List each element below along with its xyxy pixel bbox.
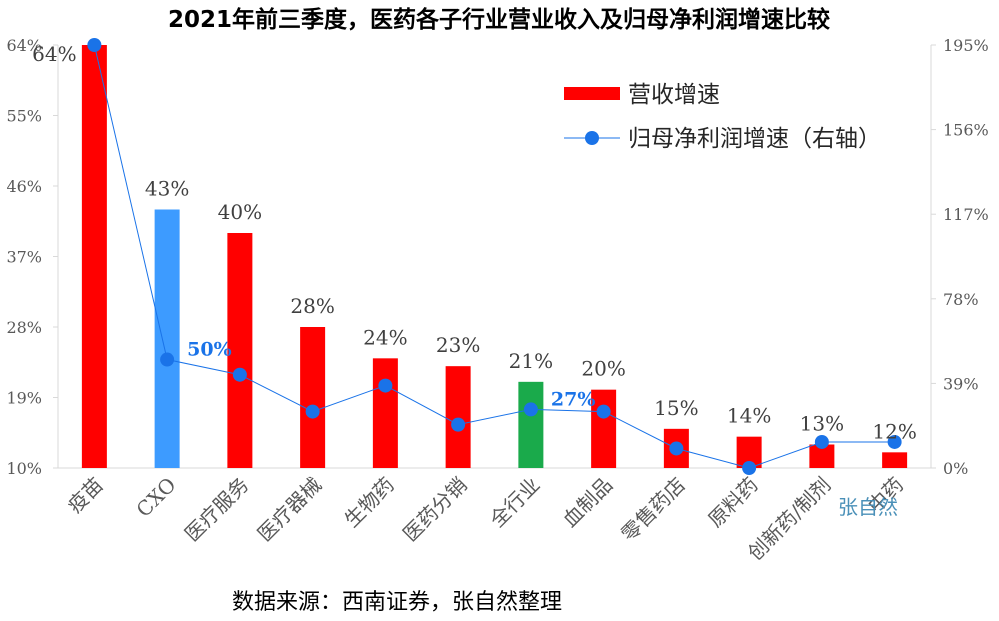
chart-title: 2021年前三季度，医药各子行业营业收入及归母净利润增速比较 bbox=[168, 6, 830, 33]
category-label: 医疗服务 bbox=[180, 473, 254, 547]
bar bbox=[227, 233, 253, 468]
bar bbox=[300, 327, 326, 468]
bar bbox=[445, 366, 471, 468]
data-labels: 64% 43% 40% 28% 24% 23% 21% 20% 15% 14% 13% 12% 50% 2… bbox=[32, 42, 917, 443]
bar bbox=[809, 444, 835, 468]
left-tick-label: 55% bbox=[6, 107, 42, 126]
bar bbox=[518, 381, 544, 468]
left-tick-label: 37% bbox=[6, 248, 42, 267]
bar-data-label: 64% bbox=[32, 42, 76, 66]
line-point bbox=[378, 378, 393, 393]
bar-data-label: 28% bbox=[290, 294, 334, 318]
left-tick-label: 64% bbox=[6, 36, 42, 55]
right-tick-label: 0% bbox=[943, 459, 968, 478]
bar-data-label: 40% bbox=[218, 200, 262, 224]
line-point bbox=[814, 434, 829, 449]
right-tick-label: 156% bbox=[943, 121, 989, 140]
line-point bbox=[596, 404, 611, 419]
bar bbox=[591, 389, 617, 468]
line-data-label: 50% bbox=[187, 339, 232, 361]
category-label: 疫苗 bbox=[63, 473, 108, 518]
bar-data-label: 43% bbox=[145, 177, 189, 201]
category-label: 医药分销 bbox=[398, 473, 472, 547]
line-point bbox=[451, 417, 466, 432]
category-label: 零售药店 bbox=[616, 473, 690, 547]
line-point bbox=[742, 461, 757, 475]
line-point bbox=[160, 352, 175, 367]
right-tick-label: 195% bbox=[943, 36, 989, 55]
bar-data-label: 20% bbox=[581, 357, 625, 381]
bar bbox=[882, 452, 908, 468]
line-point bbox=[669, 441, 684, 456]
bar-data-label: 13% bbox=[800, 412, 844, 436]
legend-label-profit: 归母净利润增速（右轴） bbox=[628, 126, 881, 152]
watermark: 张自然 bbox=[838, 495, 898, 519]
bar bbox=[81, 45, 107, 468]
axes: 10% 19% 28% 37% 46% 55% 64% 0% 39% 78% 117% 156% 195… bbox=[6, 36, 988, 478]
line-point bbox=[887, 434, 902, 449]
legend-bar-swatch bbox=[564, 87, 620, 100]
left-tick-label: 10% bbox=[6, 459, 42, 478]
category-label: 医疗器械 bbox=[253, 473, 327, 547]
legend: 营收增速 归母净利润增速（右轴） bbox=[564, 82, 881, 152]
category-label: 生物药 bbox=[340, 473, 399, 532]
bar-data-label: 15% bbox=[654, 396, 698, 420]
line-point bbox=[305, 404, 320, 419]
category-label: 原料药 bbox=[703, 473, 762, 532]
bar bbox=[372, 358, 398, 468]
line-data-label: 27% bbox=[551, 388, 596, 410]
category-label: CXO bbox=[131, 473, 180, 522]
bar-series bbox=[81, 45, 908, 468]
line-series bbox=[87, 38, 902, 475]
category-label: 血制品 bbox=[558, 473, 617, 532]
legend-point-swatch bbox=[585, 131, 599, 145]
bar-data-label: 23% bbox=[436, 333, 480, 357]
category-labels: 疫苗 CXO 医疗服务 医疗器械 生物药 医药分销 全行业 血制品 零售药店 原料药创新药/制剂中… bbox=[63, 473, 909, 565]
bar-data-label: 12% bbox=[872, 419, 916, 443]
legend-label-revenue: 营收增速 bbox=[628, 82, 720, 108]
bar-data-label: 24% bbox=[363, 325, 407, 349]
left-tick-label: 28% bbox=[6, 318, 42, 337]
bar bbox=[154, 209, 180, 468]
line-point bbox=[232, 367, 247, 382]
bar-data-label: 21% bbox=[509, 349, 553, 373]
right-tick-label: 78% bbox=[943, 290, 979, 309]
line-point bbox=[87, 38, 102, 52]
category-label: 全行业 bbox=[485, 473, 544, 532]
source-note: 数据来源：西南证券，张自然整理 bbox=[232, 590, 562, 615]
profit-line bbox=[93, 44, 895, 469]
left-tick-label: 19% bbox=[6, 389, 42, 408]
bar-data-label: 14% bbox=[727, 404, 771, 428]
right-tick-label: 39% bbox=[943, 374, 979, 393]
right-tick-label: 117% bbox=[943, 205, 989, 224]
left-tick-label: 46% bbox=[6, 177, 42, 196]
line-point bbox=[523, 402, 538, 417]
